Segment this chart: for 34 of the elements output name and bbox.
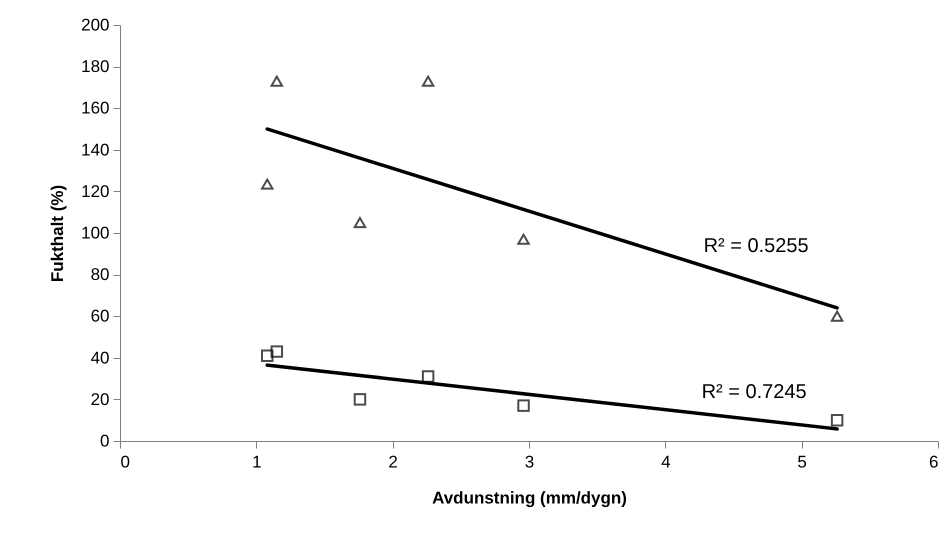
y-tick-label: 80: [90, 265, 110, 284]
y-tick-label: 160: [81, 98, 110, 118]
point: [354, 393, 366, 406]
y-tick-label: 20: [90, 390, 110, 409]
point: [830, 310, 844, 322]
y-tick-label: 60: [90, 306, 110, 326]
point: [422, 76, 434, 87]
x-tick-label: 6: [929, 452, 938, 472]
annotation: R² = 0.5255: [704, 234, 809, 257]
x-tick-label: 5: [797, 452, 807, 472]
y-tick-label: 200: [81, 16, 110, 34]
x-tick-label: 4: [661, 452, 671, 472]
x-tick-label: 3: [524, 452, 534, 472]
point: [260, 349, 274, 362]
y-tick-label: 120: [81, 182, 110, 201]
y-tick-label: 100: [81, 224, 110, 242]
point: [270, 345, 284, 358]
x-tick-label: 1: [252, 452, 262, 472]
y-axis-title: Fukthalt (%): [48, 184, 68, 282]
x-axis-title: Avdunstning (mm/dygn): [432, 488, 627, 508]
point: [517, 234, 530, 245]
point: [422, 370, 434, 383]
y-tick-label: 180: [81, 57, 110, 76]
annotation: R² = 0.7245: [702, 380, 807, 403]
y-tick-label: 0: [100, 432, 110, 450]
point: [354, 217, 366, 228]
x-tick-label: 2: [388, 452, 398, 472]
point: [270, 76, 284, 87]
y-tick-label: 40: [90, 348, 110, 368]
x-tick-label: 0: [120, 452, 130, 472]
point: [517, 399, 530, 412]
point: [830, 414, 844, 426]
point: [260, 178, 274, 190]
y-tick-label: 140: [81, 140, 110, 160]
